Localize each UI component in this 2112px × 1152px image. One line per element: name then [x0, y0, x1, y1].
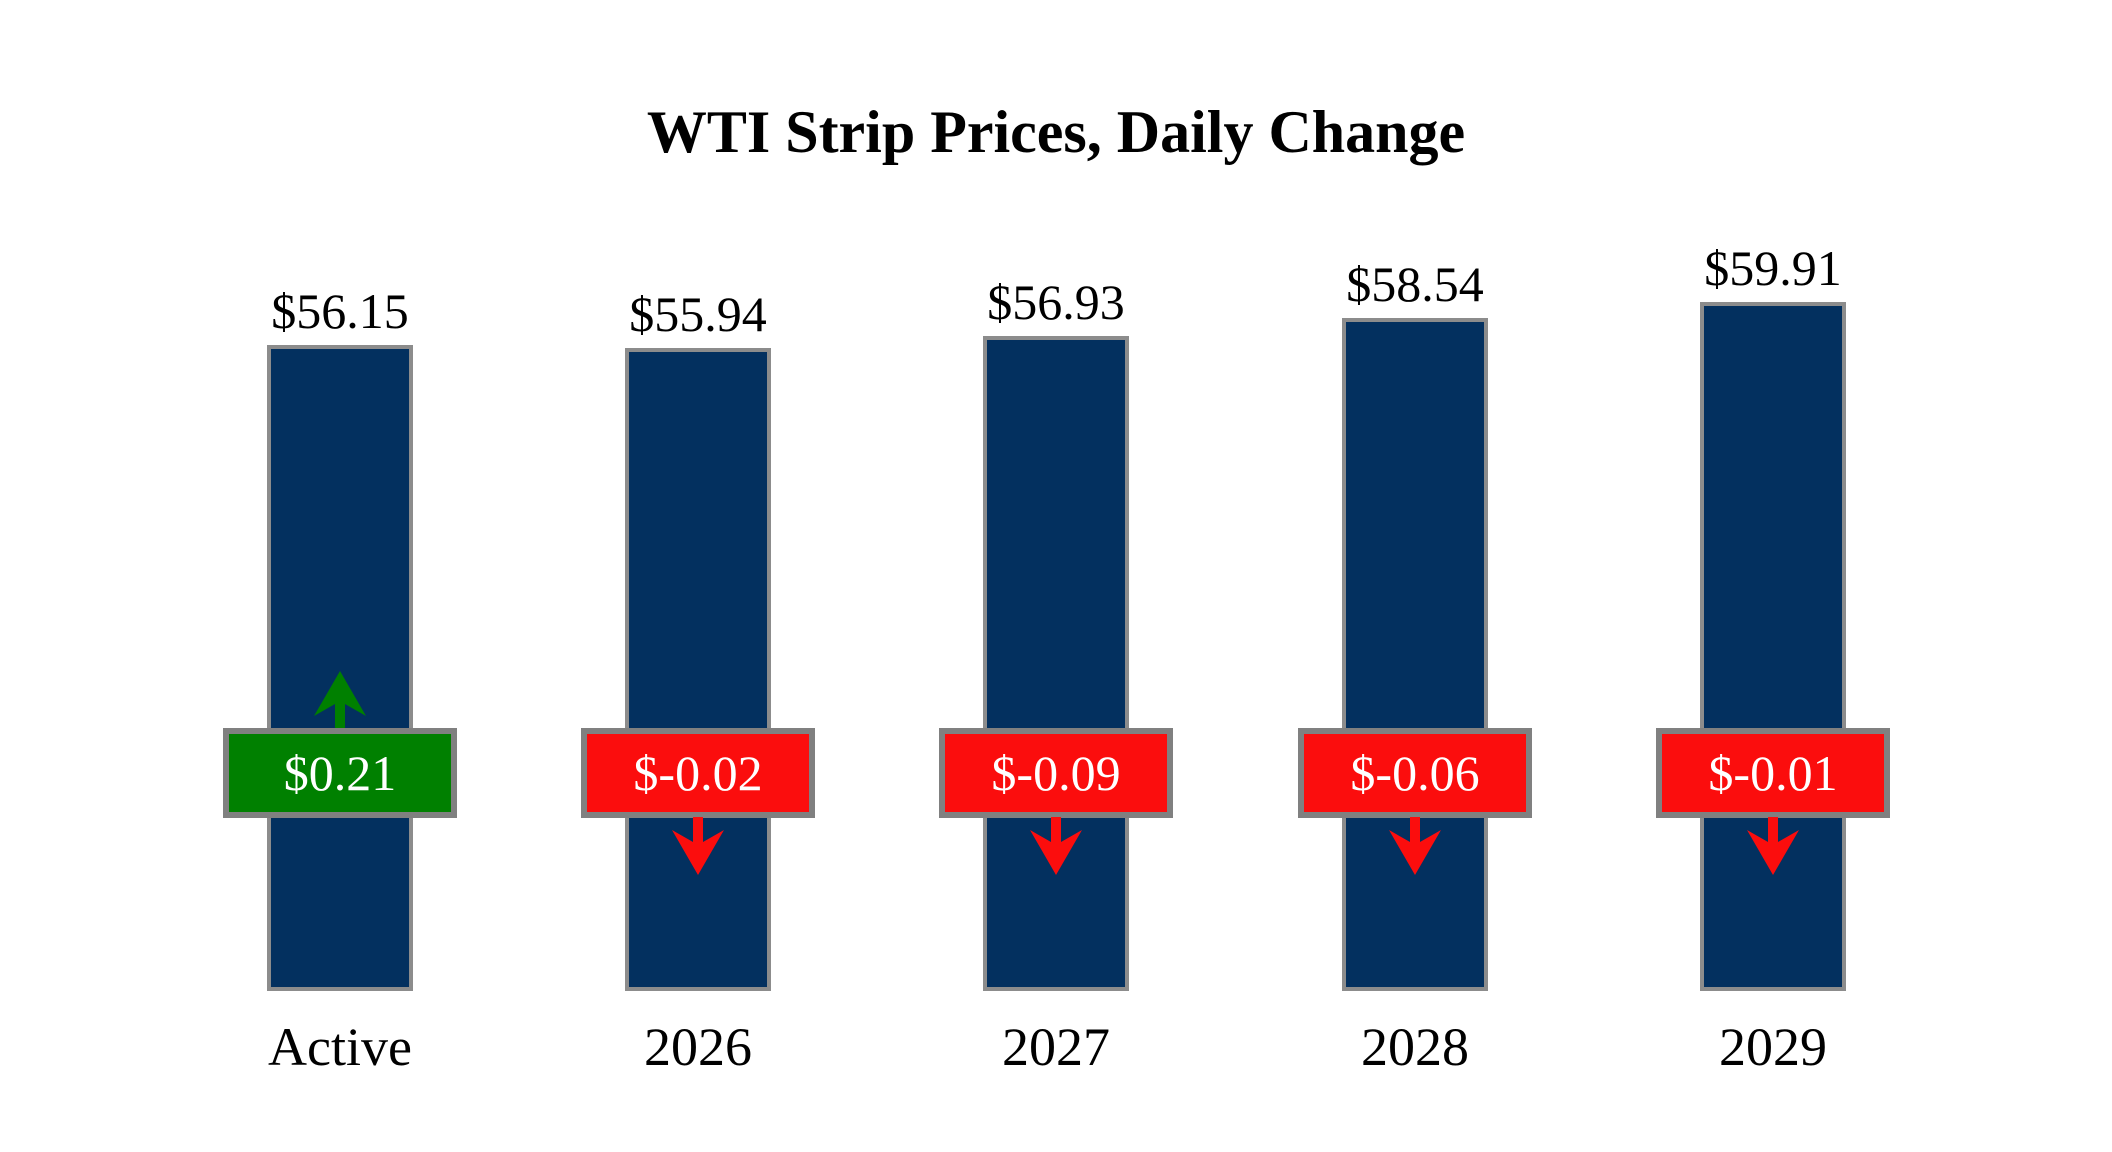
price-label: $56.15: [271, 283, 409, 339]
category-label: 2026: [644, 1017, 752, 1077]
change-badge: $-0.01: [1656, 728, 1890, 818]
price-bar: [1342, 318, 1488, 991]
down-arrow-icon: [1386, 817, 1444, 875]
down-arrow-icon: [1744, 817, 1802, 875]
bar-column: $59.91 $-0.01 2029: [1653, 0, 1893, 1152]
price-label: $56.93: [987, 274, 1125, 330]
price-label: $55.94: [629, 286, 767, 342]
down-arrow-icon: [1027, 817, 1085, 875]
price-label: $58.54: [1346, 256, 1484, 312]
change-badge: $-0.02: [581, 728, 815, 818]
category-label: 2027: [1002, 1017, 1110, 1077]
change-badge: $-0.06: [1298, 728, 1532, 818]
bar-column: $58.54 $-0.06 2028: [1295, 0, 1535, 1152]
price-label: $59.91: [1704, 240, 1842, 296]
price-bar: [983, 336, 1129, 991]
up-arrow-icon: [311, 671, 369, 729]
price-bar: [267, 345, 413, 991]
bar-column: $55.94 $-0.02 2026: [578, 0, 818, 1152]
category-label: Active: [268, 1017, 412, 1077]
price-bar: [625, 348, 771, 991]
change-badge: $-0.09: [939, 728, 1173, 818]
price-bar: [1700, 302, 1846, 991]
down-arrow-icon: [669, 817, 727, 875]
category-label: 2029: [1719, 1017, 1827, 1077]
change-badge: $0.21: [223, 728, 457, 818]
bar-column: $56.93 $-0.09 2027: [936, 0, 1176, 1152]
category-label: 2028: [1361, 1017, 1469, 1077]
chart-title: WTI Strip Prices, Daily Change: [646, 99, 1466, 165]
bar-column: $56.15 $0.21 Active: [220, 0, 460, 1152]
